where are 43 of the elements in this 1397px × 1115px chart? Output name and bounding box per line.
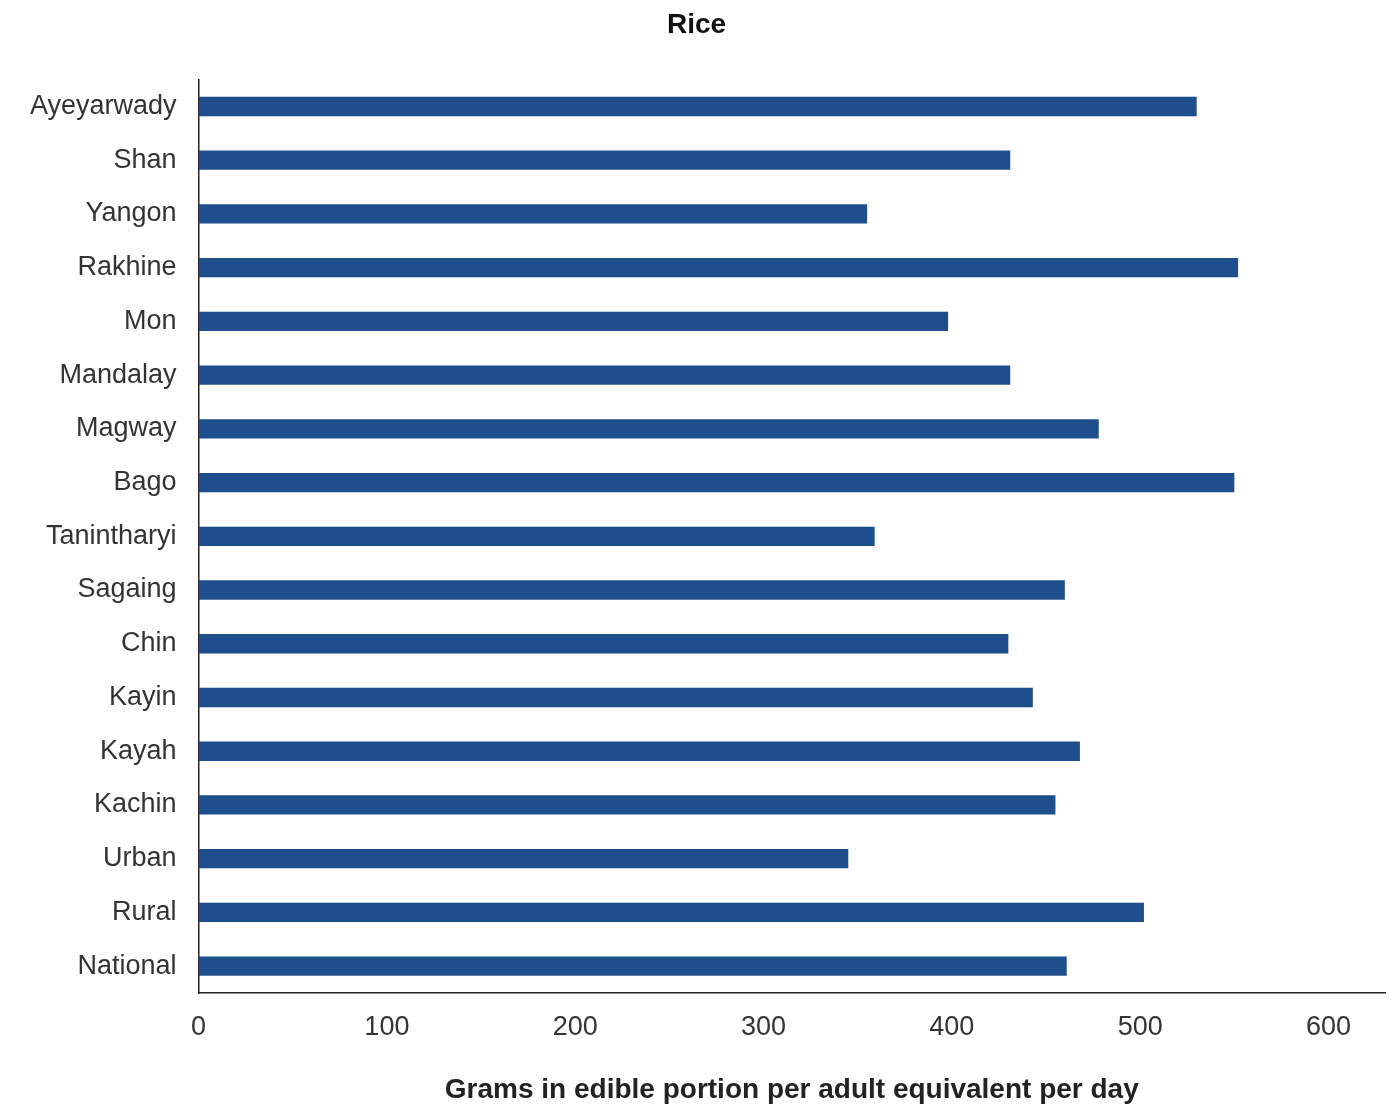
- y-tick-label: Rural: [112, 895, 177, 926]
- bar: [198, 956, 1067, 976]
- x-tick-label: 500: [1117, 1010, 1163, 1041]
- y-tick-label: Kayin: [109, 680, 177, 711]
- y-tick-label: Shan: [113, 143, 177, 174]
- x-tick-label: 400: [929, 1010, 975, 1041]
- y-tick-label: Sagaing: [77, 573, 177, 604]
- chart-title: Rice: [666, 7, 727, 39]
- y-tick-label: Bago: [113, 466, 177, 497]
- bar: [198, 96, 1197, 117]
- x-tick-label: 0: [191, 1010, 207, 1041]
- bar: [198, 849, 849, 869]
- y-tick-label: Mandalay: [59, 358, 178, 389]
- y-tick-label: Mon: [124, 304, 177, 335]
- bar: [198, 795, 1056, 815]
- bar: [198, 150, 1011, 170]
- y-tick-label: Chin: [121, 627, 177, 658]
- bar: [198, 526, 875, 546]
- bar: [198, 204, 868, 224]
- bar: [198, 257, 1239, 278]
- bar: [198, 311, 949, 332]
- x-tick-label: 600: [1305, 1010, 1352, 1041]
- bar: [198, 419, 1099, 439]
- bar: [198, 580, 1065, 600]
- x-tick-label: 100: [364, 1010, 410, 1041]
- y-tick-label: Kayah: [100, 734, 177, 765]
- x-axis-title: Grams in edible portion per adult equivalent per day: [444, 1072, 1140, 1104]
- y-tick-label: Kachin: [94, 788, 177, 819]
- bar: [198, 365, 1011, 385]
- y-tick-label: Tanintharyi: [46, 519, 177, 550]
- bar: [198, 902, 1144, 923]
- y-tick-label: Rakhine: [77, 251, 177, 282]
- y-tick-label: National: [77, 949, 177, 980]
- y-tick-label: Yangon: [85, 197, 177, 228]
- x-tick-label: 200: [552, 1010, 598, 1041]
- x-tick-label: 300: [741, 1010, 787, 1041]
- y-tick-label: Urban: [103, 842, 177, 873]
- bar: [198, 634, 1009, 654]
- bar: [198, 472, 1235, 493]
- bar: [198, 741, 1080, 761]
- bar: [198, 687, 1033, 708]
- y-tick-label: Ayeyarwady: [30, 89, 178, 120]
- y-tick-label: Magway: [76, 412, 178, 443]
